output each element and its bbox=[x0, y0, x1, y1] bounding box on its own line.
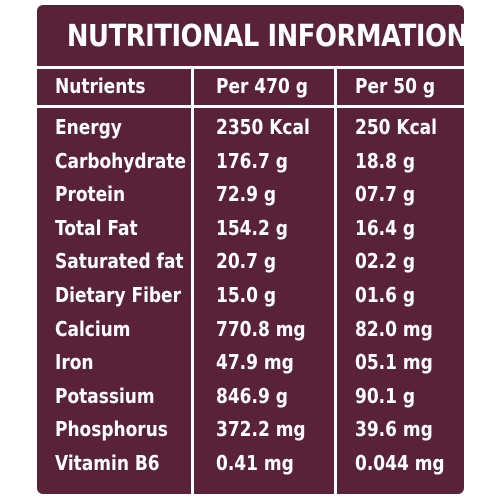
value-per-470g: 47.9 mg bbox=[216, 350, 294, 375]
nutrient-name: Saturated fat bbox=[55, 249, 184, 274]
header-nutrients: Nutrients bbox=[55, 74, 146, 98]
nutrient-name: Iron bbox=[55, 350, 94, 375]
header-divider bbox=[37, 105, 464, 108]
value-per-50g: 07.7 g bbox=[355, 182, 416, 207]
value-per-470g: 15.0 g bbox=[216, 283, 277, 307]
column-divider-2 bbox=[334, 66, 337, 494]
value-per-50g: 02.2 g bbox=[355, 249, 416, 274]
value-per-470g: 770.8 mg bbox=[216, 316, 306, 341]
nutrient-name: Vitamin B6 bbox=[55, 451, 160, 475]
value-per-470g: 154.2 g bbox=[216, 215, 288, 240]
nutrient-name: Energy bbox=[55, 115, 122, 139]
nutrient-name: Total Fat bbox=[55, 215, 138, 240]
nutrient-name: Protein bbox=[55, 182, 126, 207]
header-per-50g: Per 50 g bbox=[355, 74, 436, 98]
panel-title: NUTRITIONAL INFORMATION bbox=[66, 19, 468, 54]
value-per-470g: 372.2 mg bbox=[216, 417, 306, 442]
value-per-470g: 2350 Kcal bbox=[216, 115, 310, 139]
value-per-470g: 176.7 g bbox=[216, 148, 288, 173]
nutrition-panel: NUTRITIONAL INFORMATION Nutrients Per 47… bbox=[37, 5, 468, 494]
value-per-50g: 16.4 g bbox=[355, 215, 416, 240]
nutrient-name: Carbohydrate bbox=[55, 148, 187, 173]
value-per-50g: 05.1 mg bbox=[355, 350, 433, 375]
nutrient-name: Calcium bbox=[55, 316, 131, 341]
value-per-470g: 20.7 g bbox=[216, 249, 277, 274]
header-per-470g: Per 470 g bbox=[216, 74, 308, 98]
value-per-50g: 18.8 g bbox=[355, 148, 416, 173]
nutrient-name: Potassium bbox=[55, 383, 155, 408]
value-per-470g: 0.41 mg bbox=[216, 451, 294, 475]
value-per-50g: 39.6 mg bbox=[355, 417, 433, 442]
nutrient-name: Phosphorus bbox=[55, 417, 168, 442]
title-divider bbox=[37, 66, 464, 69]
value-per-470g: 72.9 g bbox=[216, 182, 277, 207]
value-per-50g: 01.6 g bbox=[355, 283, 416, 307]
value-per-50g: 0.044 mg bbox=[355, 451, 445, 475]
nutrient-name: Dietary Fiber bbox=[55, 283, 181, 307]
value-per-50g: 90.1 g bbox=[355, 383, 416, 408]
column-divider-1 bbox=[191, 66, 194, 494]
value-per-50g: 250 Kcal bbox=[355, 115, 437, 139]
value-per-470g: 846.9 g bbox=[216, 383, 288, 408]
value-per-50g: 82.0 mg bbox=[355, 316, 433, 341]
